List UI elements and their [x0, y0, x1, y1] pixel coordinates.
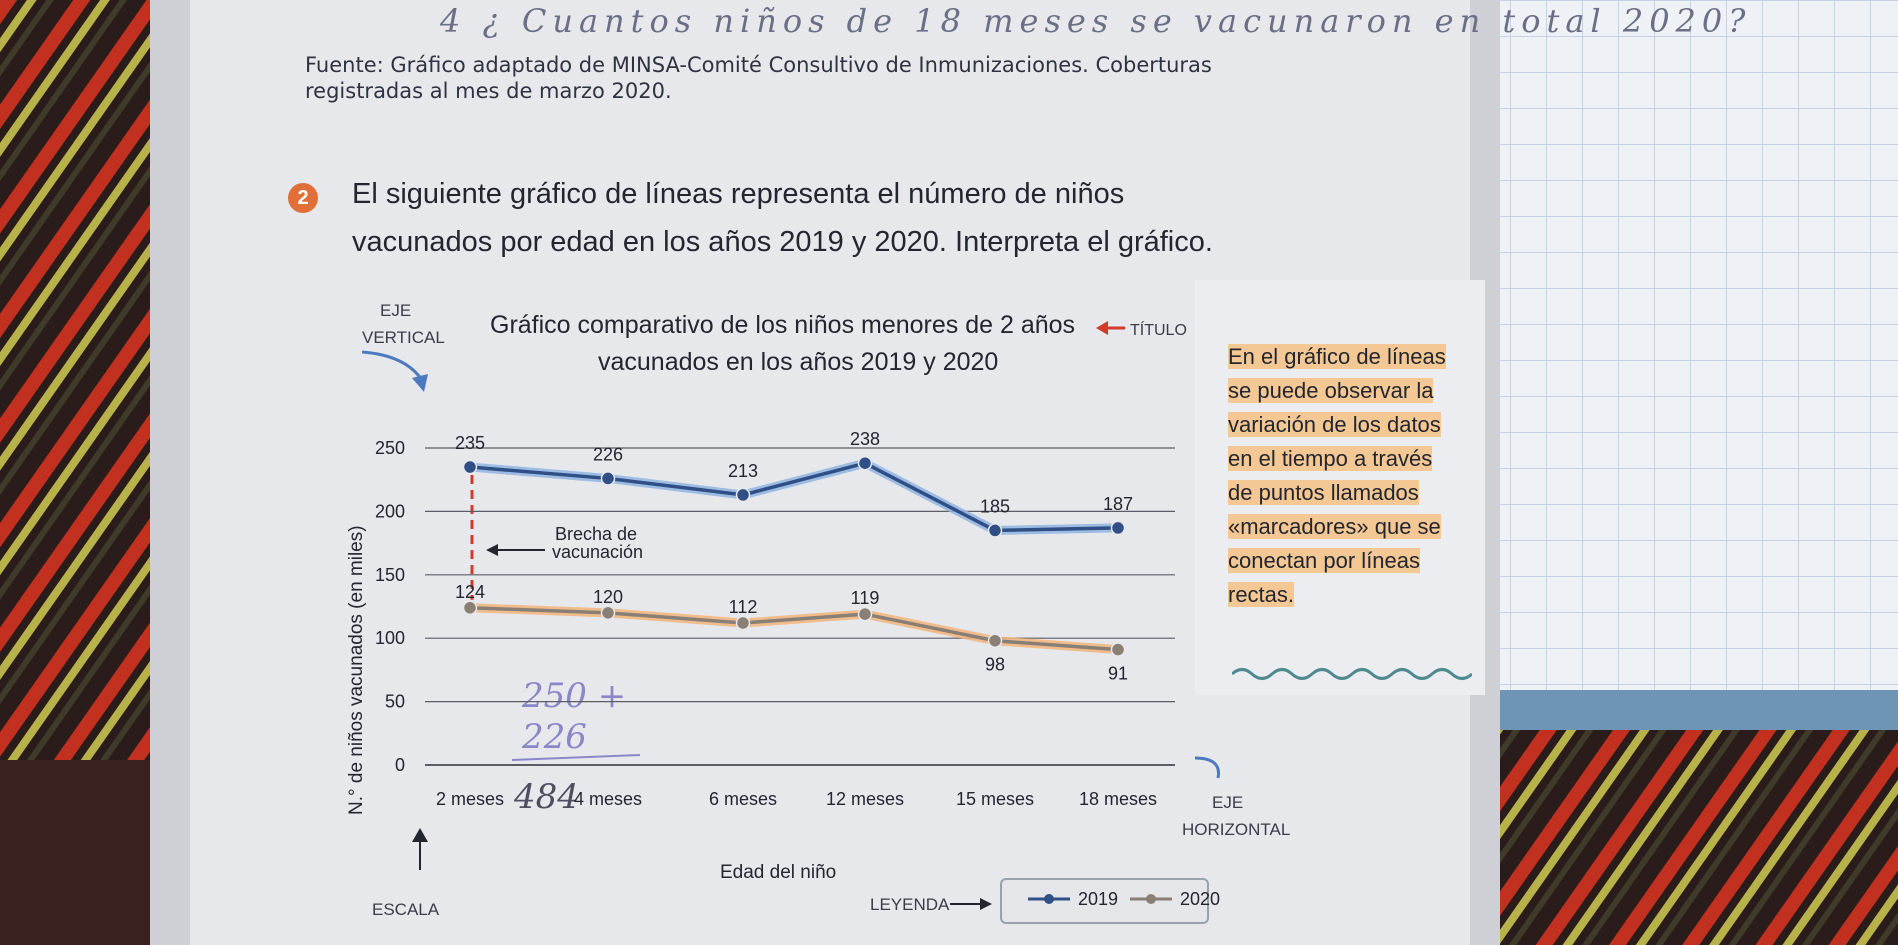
side-explanation: En el gráfico de líneas se puede observa… — [1228, 340, 1488, 612]
y-tick-label: 200 — [375, 501, 405, 521]
chart-title-line-2: vacunados en los años 2019 y 2020 — [598, 348, 998, 376]
handwritten-calc-3: 484 — [513, 777, 579, 817]
eje-horizontal-arrow-icon — [1194, 756, 1221, 779]
instruction-line-2: vacunados por edad en los años 2019 y 20… — [352, 226, 1213, 258]
series-2019-line — [469, 461, 1119, 533]
series-2020-marker — [987, 633, 1003, 648]
series-2020-marker — [600, 605, 616, 621]
brecha-label-2: vacunación — [552, 542, 643, 562]
annotation-escala: ESCALA — [372, 900, 440, 919]
data-label-2020: 98 — [985, 655, 1005, 675]
data-label-2020: 124 — [455, 582, 485, 602]
side-text-line-4: en el tiempo a través — [1228, 446, 1433, 471]
series-2020-marker — [857, 606, 873, 622]
notebook-edge — [1480, 690, 1898, 730]
source-note: Fuente: Gráfico adaptado de MINSA-Comité… — [305, 53, 1212, 103]
eje-vertical-arrowhead-icon — [412, 374, 428, 392]
titulo-arrowhead-icon — [1096, 321, 1108, 335]
data-label-2020: 120 — [593, 587, 623, 607]
side-text-line-5: de puntos llamados — [1228, 480, 1419, 505]
series-2019-marker — [735, 487, 751, 503]
y-tick-label: 100 — [375, 628, 405, 648]
side-text-line-3: variación de los datos — [1228, 412, 1441, 437]
annotation-eje-horizontal-2: HORIZONTAL — [1182, 820, 1290, 839]
data-label-2019: 238 — [850, 429, 880, 449]
legend-marker-2020 — [1146, 894, 1156, 904]
x-tick-label: 4 meses — [574, 789, 642, 809]
legend-box — [1000, 878, 1209, 924]
annotation-titulo: TÍTULO — [1130, 320, 1187, 339]
series-2020-marker — [735, 615, 751, 631]
data-label-2019: 187 — [1103, 494, 1133, 514]
handwritten-calc-1: 250 + — [521, 676, 626, 716]
x-tick-label: 12 meses — [826, 789, 904, 809]
handwritten-calc-2: 226 — [521, 717, 587, 757]
question-number-badge: 2 — [288, 183, 318, 213]
side-text-line-1: En el gráfico de líneas — [1228, 344, 1446, 369]
annotation-eje-vertical-2: VERTICAL — [362, 328, 445, 347]
instruction-text: El siguiente gráfico de líneas represent… — [352, 170, 1252, 266]
series-2019-marker — [857, 455, 873, 471]
brecha-arrowhead-icon — [486, 544, 498, 556]
series-2019-marker — [600, 471, 616, 486]
y-tick-label: 250 — [375, 438, 405, 458]
y-tick-label: 50 — [385, 692, 405, 712]
x-tick-label: 6 meses — [709, 789, 777, 809]
annotation-eje-horizontal-1: EJE — [1212, 793, 1243, 812]
x-tick-label: 2 meses — [436, 789, 504, 809]
series-2020-marker — [462, 600, 478, 616]
series-2019-highlight — [469, 458, 1119, 535]
handwritten-calc-rule — [511, 754, 641, 761]
chart-title-line-1: Gráfico comparativo de los niños menores… — [490, 311, 1075, 339]
side-text-line-7: conectan por líneas — [1228, 548, 1421, 573]
side-text-line-8: rectas. — [1228, 582, 1295, 607]
data-label-2019: 185 — [980, 496, 1010, 516]
x-tick-label: 18 meses — [1079, 789, 1157, 809]
data-label-2019: 226 — [593, 444, 623, 464]
data-label-2019: 213 — [728, 461, 758, 481]
legend-label-2019: 2019 — [1078, 889, 1118, 909]
y-axis-title: N.° de niños vacunados (en miles) — [346, 525, 367, 815]
series-2019-marker — [1110, 520, 1126, 536]
annotation-leyenda: LEYENDA — [870, 895, 950, 914]
series-2020-marker — [1110, 642, 1126, 657]
brecha-label-1: Brecha de — [555, 524, 637, 544]
escala-arrowhead-icon — [412, 828, 428, 842]
instruction-line-1: El siguiente gráfico de líneas represent… — [352, 178, 1125, 210]
data-label-2019: 235 — [455, 433, 485, 453]
y-tick-label: 150 — [375, 565, 405, 585]
side-text-line-6: «marcadores» que se — [1228, 514, 1441, 539]
y-tick-label: 0 — [395, 755, 405, 775]
series-2020-line — [469, 606, 1119, 652]
x-axis-title: Edad del niño — [720, 862, 836, 883]
wavy-divider — [1232, 668, 1472, 680]
annotation-eje-vertical-1: EJE — [380, 301, 411, 320]
x-tick-label: 15 meses — [956, 789, 1034, 809]
legend-label-2020: 2020 — [1180, 889, 1220, 909]
data-label-2020: 91 — [1108, 664, 1128, 684]
series-2019-marker — [987, 523, 1003, 538]
data-label-2020: 119 — [851, 588, 880, 608]
eje-vertical-arrow-icon — [361, 350, 424, 381]
series-2019-marker — [462, 459, 478, 475]
data-label-2020: 112 — [729, 597, 758, 617]
leyenda-arrowhead-icon — [980, 898, 992, 910]
side-text-line-2: se puede observar la — [1228, 378, 1434, 403]
legend-marker-2019 — [1044, 894, 1054, 904]
